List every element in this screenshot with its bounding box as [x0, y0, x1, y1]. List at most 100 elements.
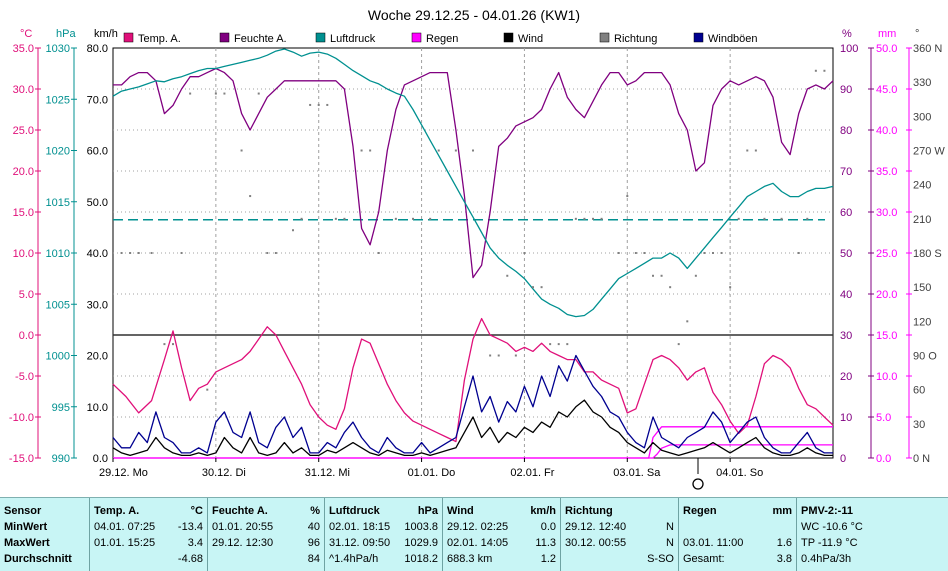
humidity-min-value: 40: [307, 521, 320, 533]
axis-unit: °C: [20, 28, 32, 40]
x-tick-label: 01.01. Do: [408, 467, 456, 479]
legend-label: Feuchte A.: [234, 33, 287, 45]
direction-point: [626, 195, 629, 198]
time-cursor[interactable]: [692, 458, 704, 490]
axis-tick-label: 30.0: [87, 299, 108, 311]
direction-point: [249, 195, 252, 198]
humidity-max-time: 29.12. 12:30: [212, 537, 274, 549]
pmv-windchill: WC -10.6 °C: [801, 521, 863, 533]
axis-tick-label: -15.0: [9, 453, 34, 465]
stats-pressure: Luftdruck hPa 02.01. 18:15 1003.8 31.12. 0…: [324, 498, 442, 571]
axis-tick-label: 60: [840, 207, 852, 219]
cursor-handle: [692, 478, 704, 490]
temp-max-value: 3.4: [187, 537, 203, 549]
direction-point: [823, 69, 826, 72]
axis-tick-label: 60: [913, 385, 925, 397]
x-axis: 29.12. Mo 30.12. Di 31.12. Mi 01.01. Do 02.0…: [99, 458, 763, 479]
rain-total-value: 3.8: [776, 553, 792, 565]
direction-header: Richtung: [565, 505, 613, 517]
axis-tick-label: 1020: [46, 146, 70, 158]
series-line: [112, 399, 833, 457]
direction-point: [643, 252, 646, 254]
legend-swatch: [693, 32, 704, 43]
pressure-unit: hPa: [417, 505, 438, 517]
axis-tick-label: 50.0: [876, 43, 897, 55]
direction-point: [150, 252, 153, 254]
grid: [112, 47, 834, 459]
axis-tick-label: 35.0: [13, 43, 34, 55]
direction-point: [334, 217, 337, 220]
axes: °C 35.0 30.0 25.0 20.0 15.0 10.0 5.0 0.0 -5.0 -10.…: [9, 28, 945, 465]
direction-point: [257, 92, 260, 95]
series-line: [112, 48, 834, 318]
direction-point: [206, 388, 209, 391]
direction-point: [214, 92, 217, 95]
wind-max-time: 02.01. 14:05: [447, 537, 509, 549]
stats-humidity: Feuchte A.% 01.01. 20:55 40 29.12. 12:30 9…: [207, 498, 324, 571]
x-tick-label: 02.01. Fr: [510, 467, 554, 479]
axis-tick-label: 15.0: [876, 330, 897, 342]
pmv-dewpoint: TP -11.9 °C: [801, 537, 858, 549]
direction-point: [557, 343, 560, 346]
temp-min-value: -13.4: [177, 521, 203, 533]
direction-min-value: N: [666, 521, 674, 533]
x-tick-label: 03.01. Sa: [613, 467, 661, 479]
wind-avg-value: 1.2: [540, 553, 556, 565]
axis-tick-label: 1005: [46, 299, 70, 311]
axis-tick-label: 1015: [46, 197, 70, 209]
axis-tick-label: 40: [840, 289, 852, 301]
wind-avg-time: 688.3 km: [447, 553, 493, 565]
direction-point: [814, 69, 817, 72]
direction-point: [412, 217, 414, 220]
direction-max-time: 30.12. 00:55: [565, 537, 627, 549]
stats-wind: Wind km/h 29.12. 02:25 0.0 02.01. 14:05 11.…: [442, 498, 560, 571]
direction-avg-value: S-SO: [647, 553, 674, 565]
axis-tick-label: 5.0: [19, 289, 34, 301]
legend-label: Luftdruck: [330, 33, 376, 45]
stats-panel: Sensor MinWert MaxWert Durchschnitt Temp…: [0, 497, 948, 571]
direction-point: [489, 354, 492, 357]
rain-max-time: 03.01. 11:00: [683, 537, 744, 549]
legend-swatch: [123, 32, 134, 43]
rain-total-label: Gesamt:: [683, 553, 725, 565]
axis-tick-label: 1000: [46, 351, 70, 363]
axis-tick-label: 30.0: [13, 84, 34, 96]
series-line: [112, 317, 834, 443]
plot-area: [112, 48, 834, 459]
direction-point: [292, 229, 294, 232]
axis-unit: km/h: [94, 28, 118, 40]
axis-tick-label: 10.0: [13, 248, 34, 260]
direction-point: [309, 103, 312, 106]
axis-tick-label: 50: [840, 248, 852, 260]
axis-tick-label: 360 N: [913, 43, 942, 55]
humidity-header: Feuchte A.: [212, 505, 268, 517]
temp-min-time: 04.01. 07:25: [94, 521, 156, 533]
x-tick-label: 29.12. Mo: [99, 467, 148, 479]
direction-point: [137, 252, 140, 254]
direction-point: [703, 252, 706, 254]
x-tick-label: 04.01. So: [716, 467, 763, 479]
direction-point: [180, 252, 183, 254]
wind-min-time: 29.12. 02:25: [447, 521, 509, 533]
temp-max-time: 01.01. 15:25: [94, 537, 156, 549]
axis-tick-label: 10: [840, 412, 852, 424]
axis-tick-label: 300: [913, 111, 931, 123]
axis-tick-label: 25.0: [13, 125, 34, 137]
axis-tick-label: 70.0: [87, 94, 108, 106]
axis-tick-label: 10.0: [87, 402, 108, 414]
axis-unit: %: [842, 28, 852, 40]
pressure-max-value: 1029.9: [404, 537, 438, 549]
direction-point: [360, 149, 363, 152]
direction-point: [454, 149, 457, 152]
direction-point: [763, 217, 766, 220]
series-line: [113, 444, 833, 459]
x-tick-label: 30.12. Di: [202, 467, 246, 479]
stats-rain: Regen mm 03.01. 11:00 1.6 Gesamt: 3.8: [678, 498, 796, 571]
direction-point: [369, 149, 372, 152]
axis-tick-label: 20.0: [87, 351, 108, 363]
direction-point: [780, 217, 783, 220]
direction-point: [223, 92, 226, 95]
humidity-unit: %: [310, 505, 320, 517]
stats-temp: Temp. A. °C 04.01. 07:25 -13.4 01.01. 15:2…: [89, 498, 207, 571]
direction-min-time: 29.12. 12:40: [565, 521, 627, 533]
